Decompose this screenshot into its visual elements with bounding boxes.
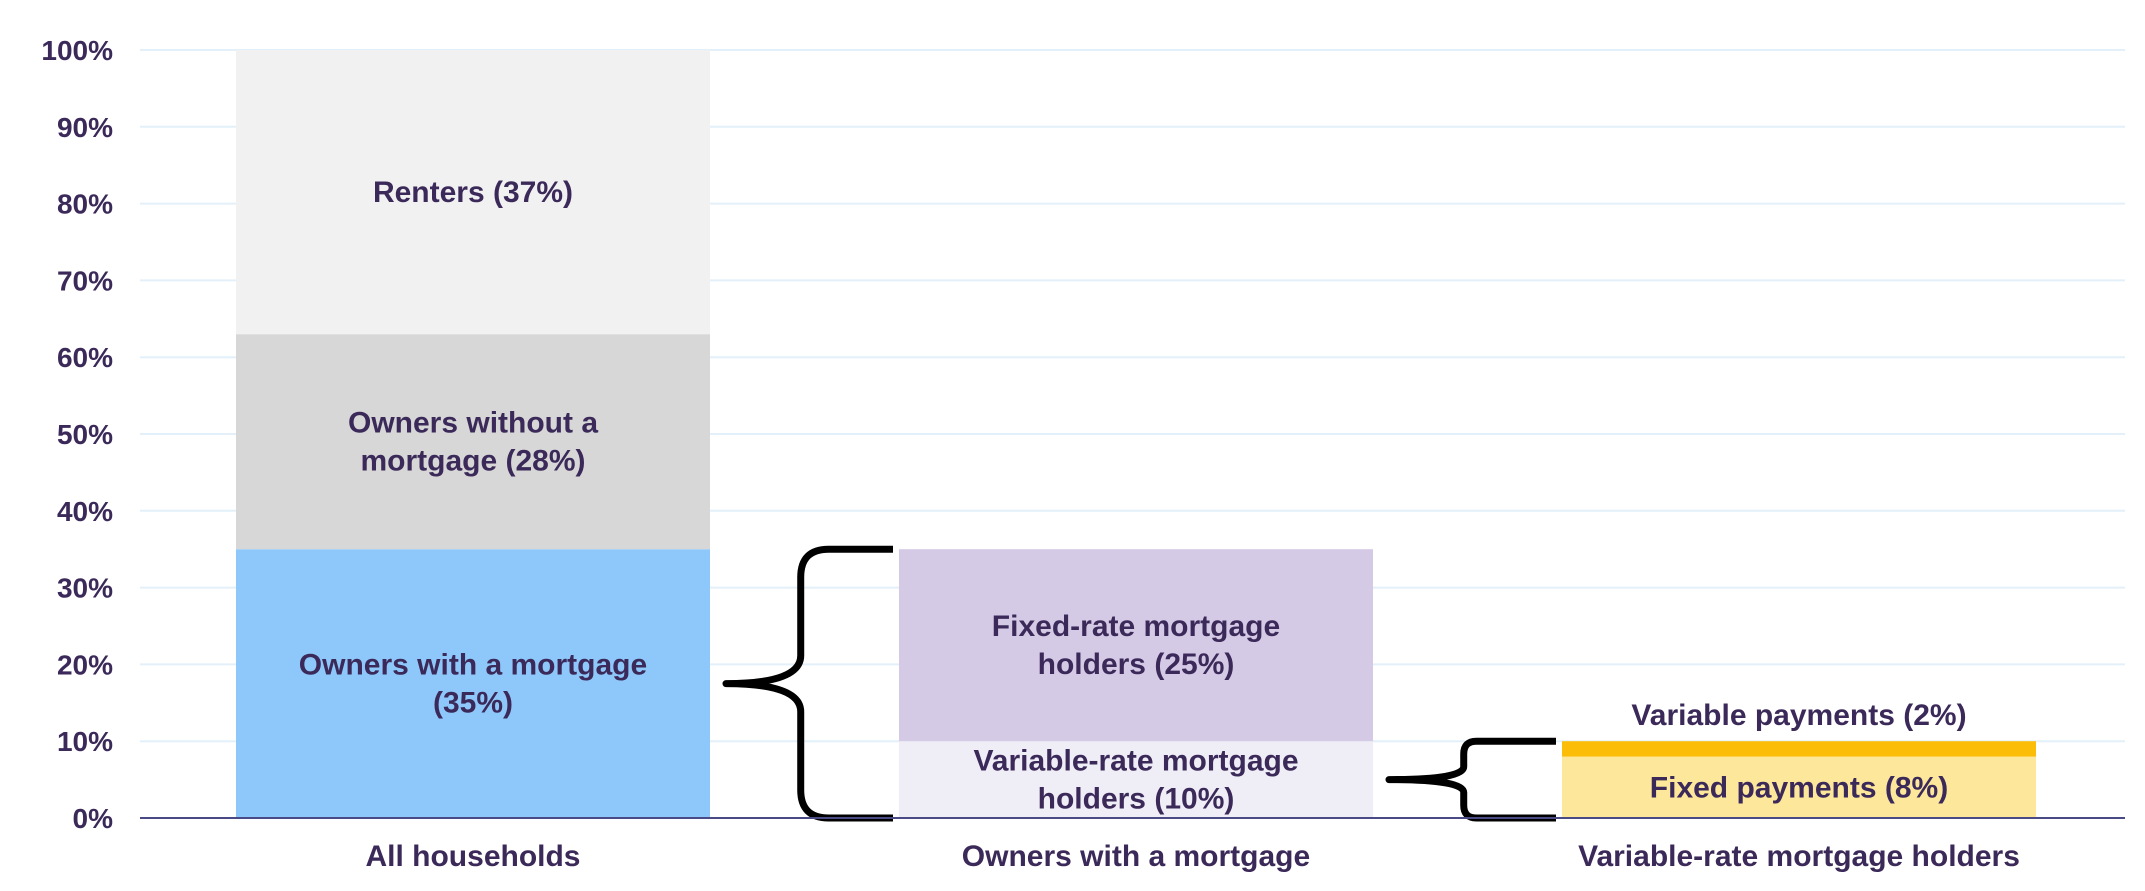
y-tick-label-30: 30% bbox=[57, 573, 113, 604]
bar-segment-owners-without-a-mortgage-28 bbox=[236, 334, 710, 550]
y-tick-label-0: 0% bbox=[73, 803, 114, 834]
bars bbox=[236, 50, 2036, 818]
segment-label-fixed-payments-8: Fixed payments (8%) bbox=[1650, 771, 1948, 804]
bar-segment-renters-37 bbox=[236, 50, 710, 335]
category-label-variable-rate-mortgage-holders: Variable-rate mortgage holders bbox=[1578, 840, 2020, 873]
bar-segment-fixed-payments-8 bbox=[1562, 756, 2036, 818]
y-tick-label-70: 70% bbox=[57, 265, 113, 296]
segment-label-fixed-rate-mortgage: Fixed-rate mortgage bbox=[992, 610, 1280, 643]
bar-segment-variable-rate-mortgage-holders-10 bbox=[899, 741, 1373, 818]
segment-labels: Owners with a mortgage (35%) Owners withou… bbox=[299, 176, 1967, 816]
y-tick-label-60: 60% bbox=[57, 342, 113, 373]
category-label-owners-with-a-mortgage: Owners with a mortgage bbox=[962, 840, 1310, 873]
segment-label-mortgage-28: mortgage (28%) bbox=[360, 445, 585, 478]
segment-label-variable-rate-mortgage: Variable-rate mortgage bbox=[973, 745, 1298, 778]
brace-2 bbox=[1385, 737, 1556, 822]
bar-segment-owners-with-a-mortgage-35 bbox=[236, 549, 710, 818]
segment-label-owners-with-a-mortgage: Owners with a mortgage bbox=[299, 649, 647, 682]
y-tick-label-80: 80% bbox=[57, 189, 113, 220]
segment-label-holders-25: holders (25%) bbox=[1038, 648, 1235, 681]
y-tick-label-40: 40% bbox=[57, 496, 113, 527]
braces bbox=[722, 545, 1556, 822]
y-axis-ticks: 0% 10% 20% 30% 40% 50% 60% 70% 80% 90% 100% bbox=[41, 35, 113, 834]
y-tick-label-90: 90% bbox=[57, 112, 113, 143]
y-tick-label-50: 50% bbox=[57, 419, 113, 450]
segment-label-owners-without-a: Owners without a bbox=[348, 407, 598, 440]
y-tick-label-20: 20% bbox=[57, 649, 113, 680]
brace-1 bbox=[722, 545, 893, 822]
bar-segment-variable-payments-2 bbox=[1562, 741, 2036, 757]
segment-label-35: (35%) bbox=[433, 687, 513, 720]
segment-label-holders-10: holders (10%) bbox=[1038, 783, 1235, 816]
segment-label-variable-payments-2: Variable payments (2%) bbox=[1631, 699, 1966, 732]
y-tick-label-10: 10% bbox=[57, 726, 113, 757]
y-tick-label-100: 100% bbox=[41, 35, 113, 66]
bar-segment-fixed-rate-mortgage-holders-25 bbox=[899, 549, 1373, 742]
segment-label-renters-37: Renters (37%) bbox=[373, 176, 573, 209]
x-axis-categories: All households Owners with a mortgage Vari… bbox=[365, 840, 2019, 873]
category-label-all-households: All households bbox=[365, 840, 580, 873]
